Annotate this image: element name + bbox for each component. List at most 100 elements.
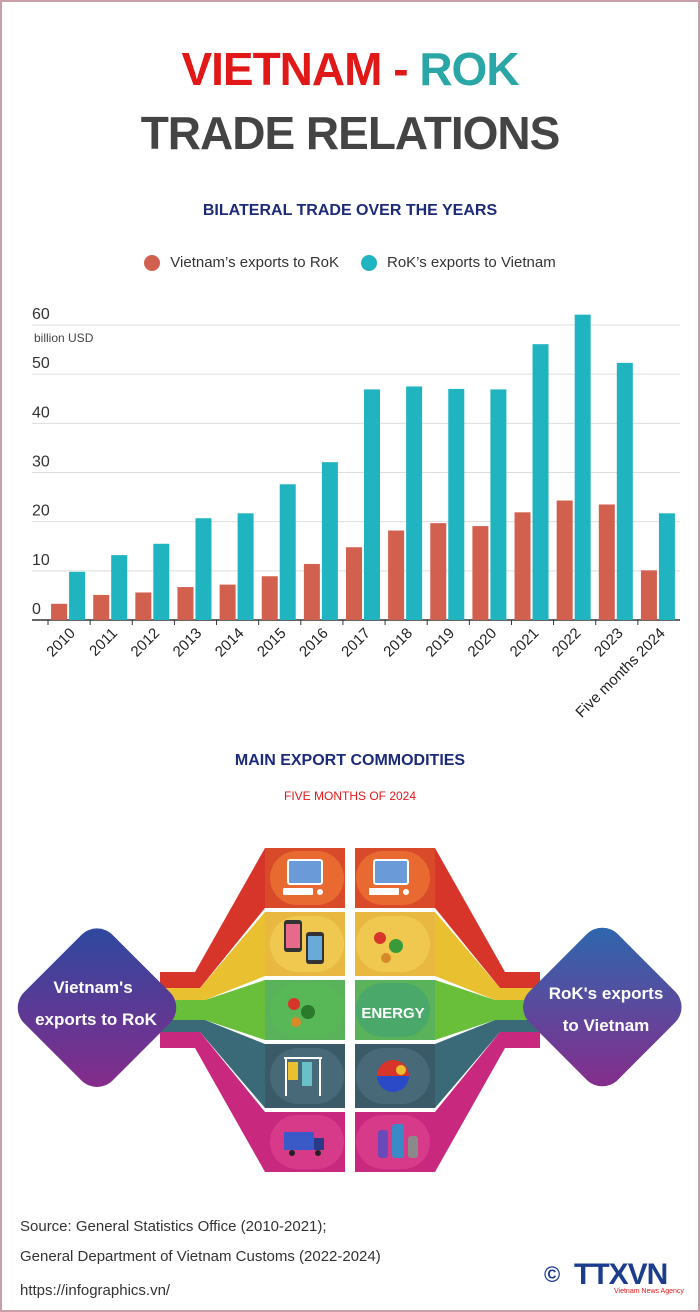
band-right-1: [435, 848, 540, 988]
band-left-3: [160, 980, 265, 1040]
energy-icon: ENERGY: [361, 1005, 424, 1022]
bar-vn-exports: [640, 570, 657, 620]
band-left-4: [160, 1020, 265, 1108]
bar-vn-exports: [261, 576, 278, 620]
x-tick-label: 2021: [507, 625, 543, 661]
bar-vn-exports: [93, 594, 110, 620]
vn-exports-label-line1: Vietnam's: [53, 978, 132, 997]
computer-icon: [283, 859, 323, 895]
band-right-2: [435, 912, 540, 1000]
y-tick-label: 10: [32, 552, 50, 569]
x-tick-label: 2020: [465, 625, 501, 661]
title-rok: ROK: [419, 43, 519, 95]
title-separator: -: [381, 43, 420, 95]
bar-vn-exports: [388, 530, 405, 620]
y-tick-label: 30: [32, 454, 50, 471]
band-left-5: [160, 1032, 265, 1172]
band-right-5: [435, 1032, 540, 1172]
y-tick-label: 50: [32, 355, 50, 372]
source-line-2: General Department of Vietnam Customs (2…: [20, 1248, 381, 1265]
bar-rok-exports: [574, 314, 591, 620]
website-link[interactable]: https://infographics.vn/: [20, 1282, 171, 1299]
bar-vn-exports: [598, 504, 615, 620]
bar-rok-exports: [658, 513, 675, 620]
rok-exports-label-line2: to Vietnam: [563, 1016, 650, 1035]
bar-vn-exports: [219, 584, 236, 620]
x-tick-label: 2016: [296, 625, 332, 661]
bar-rok-exports: [406, 386, 423, 620]
x-tick-label: 2019: [422, 625, 458, 661]
computer-icon: [369, 859, 409, 895]
legend-item-vn: Vietnam’s exports to RoK: [144, 254, 339, 271]
x-tick-label: 2023: [591, 625, 627, 661]
bar-vn-exports: [177, 587, 194, 620]
bar-vn-exports: [514, 512, 531, 620]
x-tick-label: 2017: [338, 625, 374, 661]
bar-chart: 0 10 20 30 40 50 60 billion USD 2010 2011 2012 2013…: [32, 306, 680, 721]
band-left-1: [160, 848, 265, 988]
bar-vn-exports: [51, 603, 68, 620]
logo-text: TTXVN: [574, 1258, 668, 1291]
bar-rok-exports: [532, 344, 549, 620]
chart-legend: Vietnam’s exports to RoK RoK’s exports t…: [0, 254, 700, 271]
y-tick-label: 60: [32, 306, 50, 323]
x-tick-label: 2018: [380, 625, 416, 661]
commodities-title: MAIN EXPORT COMMODITIES: [234, 752, 466, 769]
legend-swatch-rok: [361, 254, 377, 271]
x-tick-label: 2022: [549, 625, 585, 661]
x-tick-label: 2010: [43, 625, 79, 661]
y-axis-label: billion USD: [34, 331, 94, 345]
copyright-symbol: ©: [544, 1262, 561, 1287]
middle-divider: [345, 848, 355, 1172]
y-tick-label: 20: [32, 503, 50, 520]
smartphone-icon: [284, 920, 324, 964]
logo-subtext: Vietnam News Agency: [614, 1288, 684, 1295]
ttxvn-logo: © TTXVN Vietnam News Agency: [544, 1258, 684, 1298]
x-tick-label: 2012: [128, 625, 164, 661]
commodities-subtitle: FIVE MONTHS OF 2024: [283, 789, 417, 803]
legend-swatch-vn: [144, 254, 161, 271]
band-right-3: [435, 980, 540, 1040]
bar-vn-exports: [556, 500, 573, 620]
bar-rok-exports: [69, 571, 86, 620]
rok-exports-label-line1: RoK's exports: [549, 984, 664, 1003]
y-tick-label: 40: [32, 404, 50, 421]
y-tick-label: 0: [32, 601, 41, 618]
source-line-1: Source: General Statistics Office (2010-…: [20, 1218, 327, 1235]
band-left-2: [160, 912, 265, 1000]
x-tick-label: 2013: [170, 625, 206, 661]
legend-item-rok: RoK’s exports to Vietnam: [361, 254, 556, 271]
gears-icon: [288, 998, 315, 1027]
gears-icon: [374, 932, 403, 963]
bar-rok-exports: [279, 484, 296, 620]
band-right-4: [435, 1020, 540, 1108]
x-tick-label: 2011: [86, 625, 121, 660]
bar-rok-exports: [195, 518, 212, 620]
energy-text: ENERGY: [361, 1005, 424, 1022]
clothing-rack-icon: [284, 1057, 322, 1096]
bar-rok-exports: [111, 555, 128, 620]
rok-exports-diamond: RoK's exports to Vietnam: [523, 927, 682, 1087]
bottles-icon: [378, 1124, 418, 1158]
page-subtitle: TRADE RELATIONS: [140, 107, 561, 159]
vn-exports-label-line2: exports to RoK: [35, 1010, 158, 1029]
legend-label-vn: Vietnam’s exports to RoK: [170, 254, 339, 271]
chart-title: BILATERAL TRADE OVER THE YEARS: [202, 202, 498, 219]
bar-vn-exports: [135, 592, 152, 620]
bar-vn-exports: [346, 547, 362, 620]
commodities-diagram: ENERGY Vietnam's exports to RoK RoK's ex…: [17, 848, 682, 1172]
title-vietnam: VIETNAM: [181, 43, 382, 95]
bar-rok-exports: [616, 362, 633, 620]
x-tick-label: 2014: [212, 625, 248, 661]
bar-rok-exports: [448, 388, 465, 620]
bar-rok-exports: [237, 513, 254, 620]
bar-rok-exports: [490, 389, 507, 620]
x-tick-label: 2015: [254, 625, 290, 661]
legend-label-rok: RoK’s exports to Vietnam: [387, 254, 556, 271]
bar-rok-exports: [153, 543, 170, 620]
tile-rok-energy: [356, 983, 430, 1037]
bar-rok-exports: [321, 462, 338, 620]
bar-rok-exports: [364, 389, 380, 620]
plastic-pellets-icon: [377, 1060, 409, 1092]
